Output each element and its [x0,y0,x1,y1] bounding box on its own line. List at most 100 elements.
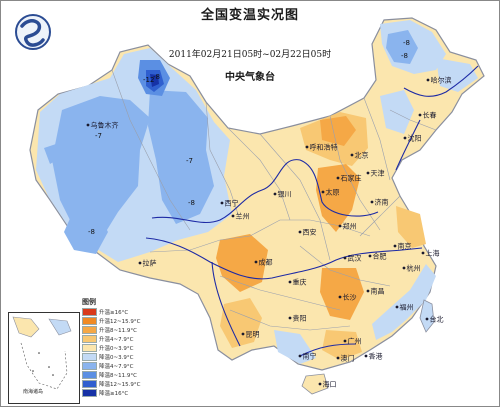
city-marker [393,244,397,248]
legend-label: 升温0~3.9°C [99,346,134,352]
city-label: 石家庄 [341,174,362,183]
city-label: 上海 [426,249,440,258]
city-marker [288,280,292,284]
legend: 图例 升温≥16°C 升温12~15.9°C 升温8~11.9°C 升温4~7.9°C… [82,297,152,398]
legend-label: 降温4~7.9°C [99,364,134,370]
city-marker [241,332,245,336]
city-marker [138,261,142,265]
city-label: 南宁 [303,352,317,361]
city-label: 昆明 [246,331,260,339]
legend-label: 降温8~11.9°C [99,373,137,379]
city-marker [338,295,342,299]
legend-swatch [82,389,97,397]
isotherm-labels: -8-8-8-7-7-8-8-12 [88,39,410,236]
city-marker [288,316,292,320]
taiwan-island [419,299,435,333]
legend-swatch [82,308,97,316]
city-label: 成都 [259,258,273,267]
legend-item: 升温4~7.9°C [82,335,152,343]
isotherm-value: -8 [153,73,160,81]
city-label: 乌鲁木齐 [91,121,119,130]
legend-swatch [82,380,97,388]
isotherm-value: -7 [186,157,193,165]
city-label: 贵阳 [293,314,307,323]
city-marker [425,317,429,321]
city-marker [321,190,325,194]
city-label: 银川 [278,190,292,199]
city-marker [368,254,372,258]
legend-title: 图例 [82,298,96,306]
isotherm-value: -8 [88,228,95,236]
rivers [145,65,479,357]
city-marker [403,136,407,140]
city-label: 合肥 [373,252,387,261]
city-label: 兰州 [236,212,250,221]
city-marker [418,113,422,117]
isotherm-value: -7 [95,132,102,140]
city-label: 拉萨 [143,259,157,268]
city-marker [305,145,309,149]
city-marker [273,192,277,196]
cma-logo-icon [15,14,51,50]
warming-zones [216,112,426,360]
city-marker [86,123,90,127]
city-marker [254,260,258,264]
isotherm-value: -8 [401,52,408,60]
city-label: 西安 [303,228,317,237]
city-marker [350,153,354,157]
city-label: 海口 [323,380,337,389]
city-marker [366,171,370,175]
city-marker [220,201,224,205]
legend-swatch [82,371,97,379]
inset-label: 南海诸岛 [23,389,44,395]
city-label: 郑州 [343,223,357,231]
legend-item: 升温12~15.9°C [82,317,152,325]
map-title: 全国变温实况图 [200,8,299,23]
city-marker [343,256,347,260]
city-label: 重庆 [293,278,307,287]
isotherm-value: -8 [188,199,195,207]
legend-label: 升温8~11.9°C [99,328,137,334]
legend-item: 升温8~11.9°C [82,326,152,334]
south-china-sea-inset: 南海诸岛 [8,312,80,404]
legend-swatch [82,344,97,352]
legend-item: 升温0~3.9°C [82,344,152,352]
city-marker [364,354,368,358]
city-label: 武汉 [348,254,362,263]
legend-label: 降温≥16°C [99,391,129,397]
city-marker [298,354,302,358]
legend-label: 升温12~15.9°C [99,319,141,325]
city-marker [402,266,406,270]
city-label: 济南 [375,198,389,207]
city-label: 长沙 [343,293,357,302]
city-marker [336,356,340,360]
city-marker [366,289,370,293]
city-label: 长春 [423,111,437,120]
legend-swatch [82,326,97,334]
city-label: 香港 [369,352,383,361]
city-marker [426,78,430,82]
legend-item: 降温12~15.9°C [82,380,152,388]
legend-label: 降温0~3.9°C [99,355,134,361]
isotherm-value: -8 [403,39,410,47]
city-label: 呼和浩特 [310,143,338,152]
isotherm-value: -12 [143,76,154,84]
legend-item: 降温≥16°C [82,389,152,397]
city-marker [421,251,425,255]
legend-items: 升温≥16°C 升温12~15.9°C 升温8~11.9°C 升温4~7.9°C 升温0… [82,308,152,397]
legend-swatch [82,335,97,343]
city-label: 南京 [398,242,412,251]
city-label: 西宁 [225,199,239,208]
city-marker [395,305,399,309]
city-marker [336,176,340,180]
cooling-zones [36,20,478,364]
legend-label: 升温4~7.9°C [99,337,134,343]
legend-swatch [82,317,97,325]
legend-label: 降温12~15.9°C [99,382,141,388]
legend-item: 降温8~11.9°C [82,371,152,379]
hainan-island [301,373,329,395]
city-label: 北京 [355,151,369,160]
